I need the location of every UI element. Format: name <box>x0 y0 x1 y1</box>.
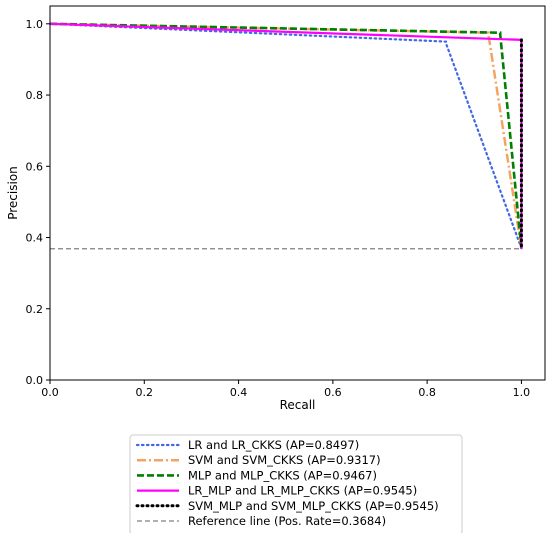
legend-frame <box>129 434 463 533</box>
legend-label-0: LR and LR_CKKS (AP=0.8497) <box>188 438 359 452</box>
x-tick-label: 0.8 <box>418 386 436 399</box>
x-axis-title: Recall <box>280 398 316 412</box>
series-line-0 <box>48 22 523 251</box>
legend-label-3: LR_MLP and LR_MLP_CKKS (AP=0.9545) <box>188 484 417 498</box>
legend-label-4: SVM_MLP and SVM_MLP_CKKS (AP=0.9545) <box>188 499 439 513</box>
y-tick-label: 0.4 <box>26 232 44 245</box>
legend-label-2: MLP and MLP_CKKS (AP=0.9467) <box>188 468 377 482</box>
series-line-3 <box>49 22 523 249</box>
x-axis-ticks: 0.0 0.2 0.4 0.6 0.8 1.0 <box>41 380 530 399</box>
y-tick-label: 0.8 <box>26 89 44 102</box>
series-line-2 <box>49 22 523 249</box>
x-tick-label: 0.2 <box>136 386 154 399</box>
y-tick-label: 0.0 <box>26 374 44 387</box>
plot-frame <box>49 5 546 381</box>
y-tick-label: 0.6 <box>26 160 44 173</box>
x-tick-label: 0.4 <box>230 386 248 399</box>
x-tick-label: 1.0 <box>513 386 531 399</box>
legend: LR and LR_CKKS (AP=0.8497)SVM and SVM_CK… <box>129 434 463 533</box>
legend-label-1: SVM and SVM_CKKS (AP=0.9317) <box>188 453 381 467</box>
legend-label-5: Reference line (Pos. Rate=0.3684) <box>188 514 386 528</box>
series-line-1 <box>49 22 523 249</box>
x-tick-label: 0.6 <box>324 386 342 399</box>
y-tick-label: 1.0 <box>26 18 44 31</box>
plot-layer <box>48 22 523 251</box>
y-axis-ticks: 0.0 0.2 0.4 0.6 0.8 1.0 <box>26 18 50 387</box>
x-tick-label: 0.0 <box>41 386 59 399</box>
y-axis-title: Precision <box>6 166 20 220</box>
axes-layer: 0.0 0.2 0.4 0.6 0.8 1.0 0.0 0.2 0.4 0.6 0.8 1.0 Re… <box>6 5 546 412</box>
y-tick-label: 0.2 <box>26 303 44 316</box>
